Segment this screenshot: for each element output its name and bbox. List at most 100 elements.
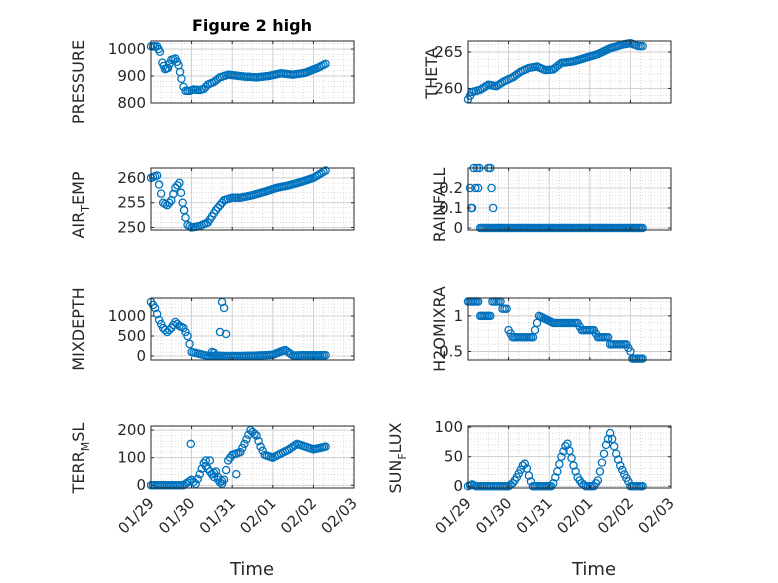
data-point <box>599 449 609 458</box>
y-tick-label: 100 <box>434 418 463 436</box>
data-point <box>465 183 475 193</box>
y-tick-label: 1000 <box>108 307 146 325</box>
data-point <box>181 327 190 337</box>
data-point <box>152 171 162 180</box>
panel-h2omixra: H2OMIXRA 0.5 1 <box>430 286 672 372</box>
data-point <box>321 350 330 360</box>
data-point <box>175 178 184 188</box>
chart-title: Figure 2 high <box>192 16 312 35</box>
data-point <box>162 200 172 210</box>
xlabel-right: Time <box>571 559 616 580</box>
data-point <box>213 203 223 212</box>
data-point <box>613 455 623 464</box>
axes-box <box>150 425 355 489</box>
data-point <box>486 311 495 321</box>
data-point <box>559 447 568 456</box>
data-point <box>209 348 219 358</box>
axes-box <box>150 167 355 231</box>
data-points-terr_msl <box>146 425 330 490</box>
data-point <box>254 436 263 446</box>
data-point <box>611 449 621 458</box>
y-tick-label: 1 <box>453 307 463 325</box>
data-point <box>321 442 330 451</box>
data-point <box>597 458 607 467</box>
data-point <box>565 446 574 456</box>
y-tick-label: 260 <box>117 169 146 187</box>
ylabel-sun-flux: SUNFLUX <box>386 422 409 493</box>
ylabel-theta: THETA <box>422 47 441 99</box>
y-tick-label: 265 <box>434 43 463 61</box>
data-point <box>171 183 180 193</box>
y-tick-label: 800 <box>117 94 146 112</box>
data-point <box>321 59 330 69</box>
data-point <box>173 181 182 190</box>
data-point <box>221 465 231 475</box>
data-point <box>321 166 330 175</box>
data-point <box>555 459 564 469</box>
y-tick-label: 500 <box>117 327 146 345</box>
data-point <box>569 461 578 470</box>
y-tick-label: 0.1 <box>439 199 463 217</box>
data-points-theta <box>463 38 647 104</box>
data-point <box>638 223 647 233</box>
xlabel-left: Time <box>229 559 274 580</box>
data-point <box>571 467 580 476</box>
data-point <box>205 456 215 465</box>
data-point <box>618 465 627 475</box>
y-tick-label: 255 <box>117 194 146 212</box>
ylabel-rainfall: RAINFALL <box>430 168 449 243</box>
data-point <box>256 442 265 451</box>
data-point <box>211 205 221 215</box>
data-point <box>240 439 249 449</box>
data-point <box>163 63 173 73</box>
data-point <box>219 475 229 484</box>
axes-box <box>467 167 672 231</box>
data-point <box>551 473 560 482</box>
data-point <box>186 439 196 449</box>
axes-box <box>150 297 355 361</box>
data-point <box>193 474 202 484</box>
data-point <box>638 481 647 491</box>
data-point <box>154 315 164 325</box>
y-tick-label: 250 <box>117 219 146 237</box>
data-point <box>183 331 192 341</box>
data-point <box>154 180 164 189</box>
data-point <box>238 443 247 453</box>
data-point <box>593 476 603 485</box>
panel-rainfall: RAINFALL 0 0.1 0.2 <box>430 163 672 243</box>
data-point <box>567 453 576 463</box>
data-point <box>221 329 231 339</box>
data-point <box>605 428 615 438</box>
y-tick-label: 50 <box>444 448 463 466</box>
data-point <box>595 467 605 476</box>
ylabel-terr-msl: TERRMSL <box>69 423 92 495</box>
data-point <box>219 303 229 313</box>
y-tick-label: 260 <box>434 79 463 97</box>
data-point <box>201 456 211 465</box>
y-tick-label: 0 <box>453 477 463 495</box>
data-point <box>616 461 625 470</box>
data-point <box>638 354 647 363</box>
panel-air-temp: AIRTEMP 250 255 260 <box>69 166 355 239</box>
data-point <box>177 74 186 83</box>
data-point <box>211 467 221 476</box>
data-point <box>553 467 562 476</box>
data-point <box>607 434 617 444</box>
ylabel-air-temp: AIRTEMP <box>69 171 92 238</box>
data-point <box>185 339 194 349</box>
y-tick-label: 100 <box>117 449 146 467</box>
data-point <box>520 459 530 469</box>
data-point <box>549 479 558 488</box>
data-point <box>217 479 227 489</box>
ylabel-pressure: PRESSURE <box>69 40 88 124</box>
data-point <box>165 325 174 335</box>
data-point <box>242 435 251 444</box>
data-point <box>179 323 188 333</box>
data-point <box>217 476 227 486</box>
y-tick-label: 0.2 <box>439 179 463 197</box>
ylabel-mixdepth: MIXDEPTH <box>69 287 88 370</box>
data-point <box>487 183 496 193</box>
ylabel-h2omixra: H2OMIXRA <box>430 286 449 372</box>
panel-mixdepth: MIXDEPTH 0 500 1000 <box>69 287 355 371</box>
